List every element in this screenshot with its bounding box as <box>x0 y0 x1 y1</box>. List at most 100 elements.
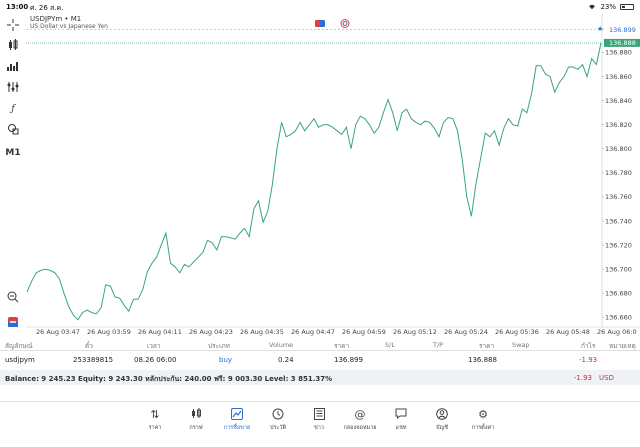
balance-summary: Balance: 9 245.23 Equity: 9 243.30 หลักป… <box>0 370 640 385</box>
row-price: 136.888 <box>468 356 497 364</box>
price-tick-label: 136.720 <box>605 241 632 249</box>
time-tick-label: 26 Aug 03:47 <box>36 328 80 336</box>
col-tp: T/P <box>433 341 444 349</box>
account-icon <box>422 408 462 422</box>
chart-canvas: 136.899 136.880 136.860 136.840 136.820 136.8… <box>26 14 640 328</box>
symbol-description: US Dollar vs Japanese Yen <box>30 23 108 30</box>
function-icon[interactable]: ƒ <box>11 104 15 114</box>
row-open-price: 136.899 <box>334 356 363 364</box>
price-series-line <box>26 42 602 321</box>
bottom-nav: ⇅ ราคา กราฟ การซื้อขาย ประวัติ ข่าว @ กล… <box>0 401 640 447</box>
time-axis: 26 Aug 03:47 26 Aug 03:59 26 Aug 04:11 26 A… <box>26 327 640 337</box>
indicators-icon[interactable] <box>6 59 20 73</box>
ask-price-label: 136.899 <box>609 26 636 34</box>
one-click-trading-panel[interactable] <box>315 19 350 28</box>
price-tick-label: 136.760 <box>605 193 632 201</box>
wifi-icon <box>589 4 596 10</box>
at-icon: @ <box>354 408 366 421</box>
symbol-title: USDJPYm • M1 <box>30 15 82 23</box>
settings-icon: ⚙ <box>478 408 488 421</box>
status-bar: 13:00 ศ. 26 ส.ค. 23% <box>0 0 640 14</box>
nav-settings[interactable]: ⚙ การตั้งค่า <box>463 408 503 432</box>
price-tick-label: 136.740 <box>605 217 632 225</box>
nav-label: การซื้อขาย <box>223 425 251 431</box>
row-profit: -1.93 <box>579 356 598 364</box>
clock: 13:00 <box>6 3 29 11</box>
price-tick-label: 136.680 <box>605 289 632 297</box>
row-ticket: 253389815 <box>73 356 114 364</box>
bid-tag-bg <box>604 38 640 47</box>
objects-icon[interactable] <box>6 122 20 136</box>
row-volume: 0.24 <box>278 356 294 364</box>
nav-account[interactable]: บัญชี <box>422 408 462 432</box>
crosshair-icon[interactable] <box>6 18 20 32</box>
trade-icon[interactable] <box>6 315 20 329</box>
col-time: เวลา <box>147 342 161 350</box>
nav-label: กล่องจดหมาย <box>343 425 377 431</box>
chart-type-icon[interactable] <box>6 38 20 52</box>
col-sl: S/L <box>385 341 395 349</box>
chart-toolbar: ƒ M1 <box>0 14 26 334</box>
alert-star-icon[interactable]: ★ <box>597 25 603 33</box>
bid-price-tag: 136.888 <box>604 38 640 47</box>
time-tick-label: 26 Aug 04:35 <box>240 328 284 336</box>
ask-tag-bg <box>604 25 640 34</box>
buy-button-icon <box>315 20 320 27</box>
trade-table-header: สัญลักษณ์ ตั๋ว เวลา ประเภท Volume ราคา S… <box>0 338 640 351</box>
battery-label: 23% <box>600 3 616 11</box>
nav-chart[interactable]: กราฟ <box>176 408 216 432</box>
time-tick-label: 26 Aug 05:36 <box>495 328 539 336</box>
col-symbol: สัญลักษณ์ <box>5 342 33 350</box>
row-type: buy <box>219 356 233 364</box>
settings-sliders-icon[interactable] <box>6 80 20 94</box>
depth-icon <box>340 19 350 28</box>
news-icon <box>299 408 339 422</box>
price-axis: 136.899136.880136.860136.840136.820136.8… <box>602 26 632 322</box>
nav-history[interactable]: ประวัติ <box>258 408 298 432</box>
time-tick-label: 26 Aug 04:11 <box>138 328 182 336</box>
zoom-icon[interactable] <box>6 290 20 304</box>
nav-quotes[interactable]: ⇅ ราคา <box>135 408 175 432</box>
history-icon <box>258 408 298 422</box>
nav-mailbox[interactable]: @ กล่องจดหมาย <box>340 408 380 432</box>
price-tick-label: 136.660 <box>605 314 632 322</box>
nav-label: บัญชี <box>436 425 448 431</box>
total-profit: -1.93 <box>573 374 592 382</box>
nav-chat[interactable]: แชท <box>381 408 421 432</box>
price-tick-label: 136.780 <box>605 169 632 177</box>
table-row[interactable]: usdjpym 253389815 08.26 06:00 buy 0.24 1… <box>0 353 640 367</box>
date: ศ. 26 ส.ค. <box>30 4 64 12</box>
col-open-price: ราคา <box>334 342 350 350</box>
col-type: ประเภท <box>208 342 230 350</box>
col-volume: Volume <box>269 341 294 349</box>
battery-icon <box>620 4 634 10</box>
bid-price-label: 136.888 <box>609 39 636 47</box>
balance-text: Balance: 9 245.23 Equity: 9 243.30 หลักป… <box>5 375 333 383</box>
col-price: ราคา <box>479 342 495 350</box>
row-symbol: usdjpym <box>5 356 35 364</box>
time-tick-label: 26 Aug 05:24 <box>444 328 488 336</box>
candles-icon <box>176 408 216 422</box>
arrows-updown-icon: ⇅ <box>150 408 160 421</box>
status-indicators: 23% <box>588 3 634 11</box>
chat-icon <box>381 408 421 422</box>
price-tick-label: 136.820 <box>605 121 632 129</box>
time-tick-label: 26 Aug 05:12 <box>393 328 437 336</box>
col-comment: หมายเหตุ <box>609 342 636 350</box>
time-tick-label: 26 Aug 03:59 <box>87 328 131 336</box>
price-tick-label: 136.700 <box>605 265 632 273</box>
currency-label: USD <box>599 374 614 382</box>
col-ticket: ตั๋ว <box>85 342 93 350</box>
time-tick-label: 26 Aug 04:23 <box>189 328 233 336</box>
col-swap: Swap <box>512 341 530 349</box>
price-tick-label: 136.860 <box>605 73 632 81</box>
nav-label: แชท <box>395 425 407 431</box>
time-tick-label: 26 Aug 04:59 <box>342 328 386 336</box>
price-tick-label: 136.840 <box>605 97 632 105</box>
timeframe-label[interactable]: M1 <box>5 148 21 158</box>
trend-icon <box>217 408 257 422</box>
nav-label: การตั้งค่า <box>471 425 495 431</box>
nav-trade[interactable]: การซื้อขาย <box>217 408 257 432</box>
nav-news[interactable]: ข่าว <box>299 408 339 432</box>
price-chart[interactable]: 136.899 136.880 136.860 136.840 136.820 136.8… <box>26 14 640 332</box>
